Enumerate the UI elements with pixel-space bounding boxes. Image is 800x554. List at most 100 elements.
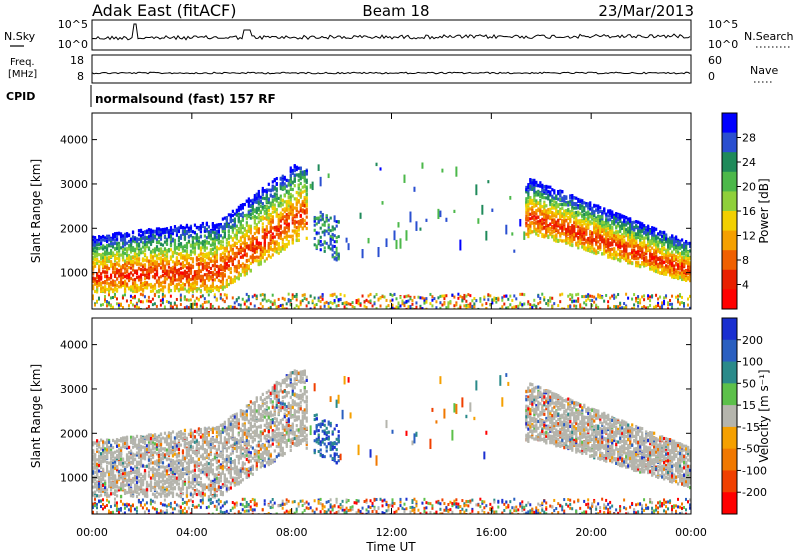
scatter-cell [205, 255, 209, 260]
scatter-cell [301, 299, 304, 303]
scatter-cell [575, 217, 578, 221]
scatter-cell [545, 196, 548, 200]
scatter-cell [213, 293, 216, 297]
scatter-cell [615, 295, 618, 299]
scatter-cell [271, 226, 274, 230]
scatter-cell [241, 225, 244, 230]
scatter-cell [617, 221, 620, 226]
scatter-cell [115, 251, 119, 255]
scatter-cell [295, 295, 298, 299]
scatter-cell [129, 250, 133, 254]
scatter-cell [291, 209, 294, 213]
scatter-cell [111, 245, 115, 249]
scatter-cell [299, 181, 302, 186]
scatter-cell [405, 294, 408, 298]
scatter-cell [571, 233, 574, 238]
scatter-cell [211, 224, 214, 229]
scatter-cell [527, 229, 530, 233]
scatter-cell [613, 254, 616, 259]
scatter-cell [403, 295, 406, 299]
scatter-cell [265, 217, 268, 221]
scatter-cell [305, 209, 308, 213]
scatter-cell [553, 212, 556, 216]
scatter-cell [203, 255, 207, 259]
scatter-cell [237, 277, 240, 281]
scatter-cell [95, 238, 99, 243]
scatter-cell [323, 304, 326, 308]
scatter-cell [311, 299, 314, 303]
scatter-cell [185, 270, 189, 275]
scatter-cell [249, 255, 252, 259]
scatter-cell [327, 305, 330, 309]
scatter-cell [541, 227, 544, 231]
scatter-cell [147, 283, 151, 287]
scatter-cell [203, 252, 207, 257]
scatter-cell [243, 233, 246, 238]
scatter-cell [607, 248, 610, 252]
scatter-cell [159, 250, 163, 254]
scatter-cell [395, 239, 398, 250]
scatter-cell [383, 295, 386, 299]
scatter-cell [103, 250, 107, 254]
scatter-cell [625, 233, 628, 238]
scatter-cell [137, 288, 141, 292]
scatter-cell [169, 242, 173, 246]
scatter-cell [243, 249, 246, 253]
scatter-cell [623, 229, 626, 233]
scatter-cell [193, 236, 197, 240]
scatter-cell [597, 223, 600, 228]
scatter-cell [169, 282, 173, 286]
scatter-cell [241, 203, 244, 208]
scatter-cell [601, 228, 604, 232]
scatter-cell [263, 189, 266, 193]
scatter-cell [235, 210, 238, 214]
scatter-cell [533, 211, 536, 215]
scatter-cell [531, 305, 534, 309]
scatter-cell [227, 275, 230, 279]
scatter-cell [609, 225, 612, 230]
scatter-cell [541, 224, 544, 228]
scatter-cell [333, 300, 336, 304]
scatter-cell [279, 249, 282, 253]
scatter-cell [625, 216, 628, 220]
scatter-cell [223, 231, 226, 236]
scatter-cell [557, 230, 560, 235]
scatter-cell [461, 296, 464, 300]
scatter-cell [319, 210, 322, 214]
scatter-cell [167, 285, 171, 289]
scatter-cell [139, 276, 143, 280]
scatter-cell [285, 208, 288, 212]
scatter-cell [547, 229, 550, 233]
scatter-cell [551, 217, 554, 221]
scatter-cell [225, 257, 228, 261]
scatter-cell [589, 299, 592, 303]
scatter-cell [141, 284, 145, 288]
scatter-cell [413, 295, 416, 299]
scatter-cell [169, 255, 173, 259]
scatter-cell [249, 203, 252, 207]
scatter-cell [537, 184, 540, 188]
scatter-cell [421, 307, 424, 309]
scatter-cell [529, 221, 532, 226]
scatter-cell [321, 214, 324, 218]
scatter-cell [121, 272, 125, 276]
scatter-cell [313, 217, 316, 221]
scatter-cell [219, 280, 222, 284]
scatter-cell [287, 239, 290, 244]
freq-panel: Freq. [MHz] 18 8 60 0 Nave [8, 54, 778, 84]
scatter-cell [303, 195, 306, 200]
scatter-cell [331, 228, 334, 232]
scatter-cell [157, 229, 161, 233]
scatter-cell [137, 299, 140, 303]
scatter-cell [161, 292, 164, 296]
scatter-cell [549, 208, 552, 212]
scatter-cell [605, 293, 608, 297]
scatter-cell [589, 220, 592, 224]
scatter-cell [337, 253, 340, 257]
scatter-cell [571, 293, 574, 297]
scatter-cell [291, 187, 294, 192]
scatter-cell [225, 284, 228, 288]
scatter-cell [571, 228, 574, 232]
scatter-cell [217, 271, 220, 276]
scatter-cell [141, 232, 145, 236]
